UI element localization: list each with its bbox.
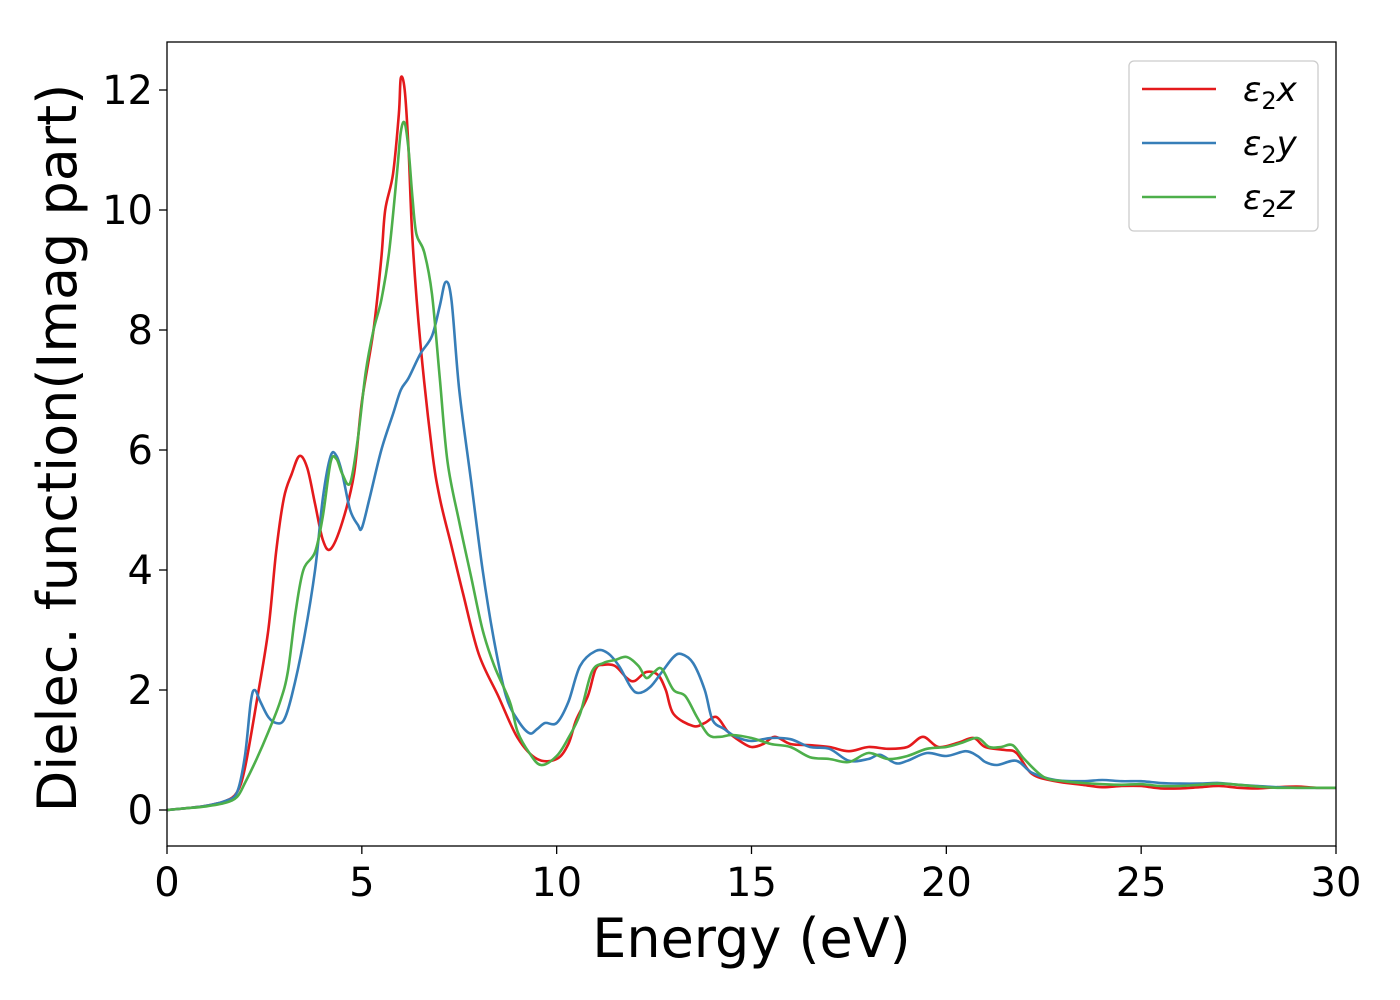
y-axis-title: Dielec. function(Imag part) bbox=[26, 84, 89, 813]
x-tick-label: 0 bbox=[154, 860, 179, 906]
x-tick-label: 5 bbox=[349, 860, 374, 906]
legend-label-eps2y: ε2y bbox=[1243, 124, 1298, 169]
series-line-eps2y bbox=[167, 280, 1336, 812]
x-tick-label: 20 bbox=[921, 860, 972, 906]
legend-box bbox=[1128, 60, 1319, 232]
x-axis-ticks: 0 5 10 15 20 25 30 bbox=[154, 846, 1361, 906]
y-tick-label: 12 bbox=[102, 68, 153, 114]
legend: ε2x ε2y ε2z bbox=[1128, 60, 1319, 232]
y-axis-ticks: 0 2 4 6 8 10 12 bbox=[102, 68, 167, 834]
series-layer bbox=[167, 75, 1336, 812]
x-axis-title: Energy (eV) bbox=[592, 907, 911, 970]
series-line-eps2z bbox=[167, 120, 1336, 812]
y-tick-label: 10 bbox=[102, 188, 153, 234]
y-tick-label: 0 bbox=[128, 788, 153, 834]
x-tick-label: 30 bbox=[1311, 860, 1362, 906]
x-tick-label: 10 bbox=[531, 860, 582, 906]
y-tick-label: 6 bbox=[128, 428, 153, 474]
x-tick-label: 15 bbox=[726, 860, 777, 906]
legend-label-eps2x: ε2x bbox=[1243, 70, 1298, 115]
legend-label-eps2z: ε2z bbox=[1243, 178, 1296, 223]
y-tick-label: 4 bbox=[128, 548, 153, 594]
series-line-eps2x bbox=[167, 75, 1336, 812]
x-tick-label: 25 bbox=[1116, 860, 1167, 906]
y-tick-label: 2 bbox=[128, 668, 153, 714]
y-tick-label: 8 bbox=[128, 308, 153, 354]
